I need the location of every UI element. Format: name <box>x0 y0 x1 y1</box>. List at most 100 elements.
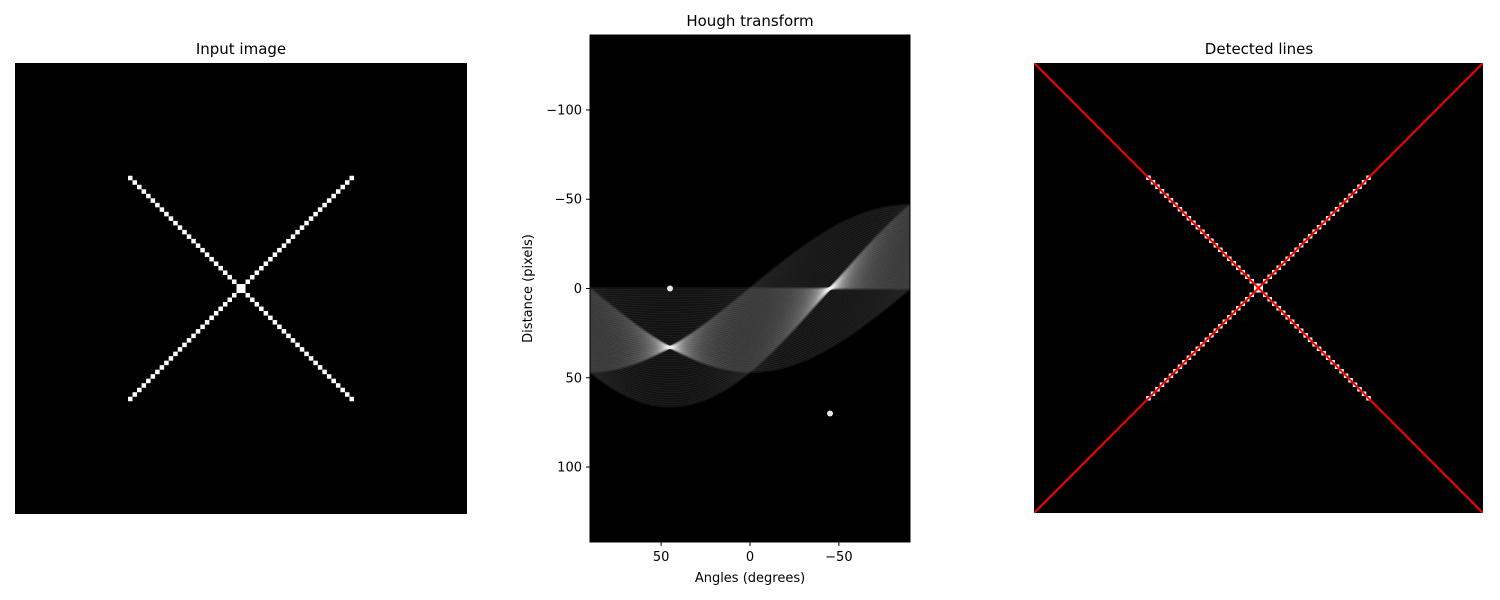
hough-curve <box>590 283 910 295</box>
input-image-canvas <box>128 175 354 402</box>
hough-curve <box>590 246 910 348</box>
line-pixel <box>313 211 318 217</box>
line-pixel <box>155 202 160 208</box>
line-pixel <box>132 180 138 185</box>
hough-curve <box>590 266 910 357</box>
line-pixel <box>168 356 174 361</box>
hough-curve <box>590 248 910 346</box>
hough-curve <box>590 285 910 293</box>
hough-curve <box>590 266 910 319</box>
line-pixel <box>331 193 336 199</box>
line-pixel <box>259 265 264 271</box>
line-pixel <box>213 311 219 316</box>
hough-curve <box>590 275 910 363</box>
line-pixel <box>290 338 296 343</box>
hough-curve <box>590 265 910 355</box>
hough-curve <box>590 205 910 406</box>
line-pixel <box>150 198 156 203</box>
line-pixel <box>290 234 296 239</box>
line-pixel <box>218 306 223 312</box>
detected-lines-title: Detected lines <box>1204 40 1314 58</box>
line-pixel <box>204 320 210 325</box>
line-pixel <box>173 351 178 357</box>
hough-curve <box>590 212 910 396</box>
line-pixel <box>195 243 201 248</box>
hough-curve <box>590 277 910 364</box>
x-axis-label: Angles (degrees) <box>695 571 805 586</box>
line-pixel <box>155 369 160 375</box>
line-pixel <box>349 175 354 181</box>
hough-curve <box>590 254 910 351</box>
hough-curve <box>590 239 910 350</box>
hough-curve <box>590 217 910 361</box>
line-pixel <box>317 365 323 370</box>
hough-curve <box>590 203 910 374</box>
hough-curve <box>590 253 910 338</box>
line-pixel <box>128 396 133 402</box>
line-pixel <box>340 184 345 190</box>
hough-curve <box>590 265 910 322</box>
line-pixel <box>286 333 291 339</box>
hough-curve <box>590 258 910 352</box>
line-pixel <box>164 211 169 217</box>
line-pixel <box>263 311 269 316</box>
hough-curve <box>590 229 910 353</box>
hough-curve <box>590 259 910 329</box>
hough-curve <box>590 275 910 307</box>
line-pixel <box>141 189 147 194</box>
line-pixel <box>227 297 232 303</box>
line-pixel <box>164 360 169 366</box>
hough-curve <box>590 229 910 372</box>
line-pixel <box>272 320 278 325</box>
hough-sinusoids <box>590 203 910 408</box>
line-pixel <box>231 279 237 284</box>
line-pixel <box>250 274 255 280</box>
line-pixel <box>326 374 332 379</box>
hough-curve <box>590 271 910 360</box>
hough-curve <box>590 261 910 353</box>
hough-peak <box>667 285 673 292</box>
hough-curve <box>590 211 910 398</box>
line-pixel <box>299 347 305 352</box>
line-pixel <box>146 193 151 199</box>
hough-curve <box>590 268 910 358</box>
hough-curve <box>590 256 910 334</box>
hough-curve <box>590 221 910 384</box>
line-pixel <box>200 324 205 330</box>
hough-curve <box>590 205 910 372</box>
hough-curve <box>590 232 910 367</box>
hough-curve <box>590 263 910 354</box>
hough-curve <box>590 241 910 355</box>
line-pixel <box>200 247 205 253</box>
hough-curve <box>590 278 910 302</box>
line-pixel <box>186 338 192 343</box>
hough-curve <box>590 249 910 343</box>
line-pixel <box>173 220 178 226</box>
line-pixel <box>259 306 264 312</box>
hough-curve <box>590 214 910 394</box>
hough-curve <box>590 227 910 374</box>
hough-curve <box>590 209 910 401</box>
y-tick-label: −100 <box>546 103 582 118</box>
x-tick-label: 50 <box>653 550 670 565</box>
hough-curve <box>590 244 910 350</box>
line-pixel <box>322 202 327 208</box>
line-pixel <box>272 252 278 257</box>
line-pixel <box>281 243 287 248</box>
hough-curve <box>590 219 910 360</box>
line-pixel <box>245 279 251 284</box>
hough-curve <box>590 270 910 314</box>
hough-curve <box>590 225 910 355</box>
hough-curve <box>590 254 910 336</box>
line-pixel <box>141 383 147 388</box>
hough-curve <box>590 217 910 389</box>
line-pixel <box>150 374 156 379</box>
line-pixel <box>222 270 228 275</box>
hough-curve <box>590 253 910 350</box>
hough-curve <box>590 260 910 353</box>
hough-curve <box>590 244 910 349</box>
line-pixel <box>268 315 273 321</box>
hough-curve <box>590 278 910 366</box>
hough-curve <box>590 226 910 377</box>
hough-curve <box>590 215 910 363</box>
